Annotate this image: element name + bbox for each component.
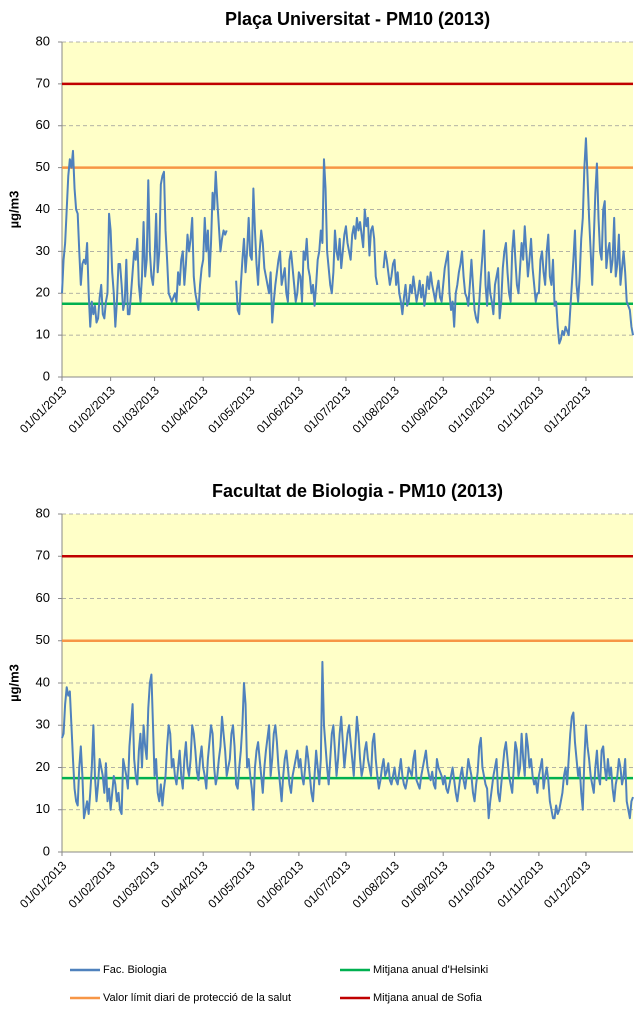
- x-tick-label: 01/12/2013: [541, 858, 594, 911]
- x-tick-label: 01/04/2013: [158, 858, 211, 911]
- y-tick-label: 20: [36, 285, 50, 300]
- y-axis-label: µg/m3: [6, 664, 21, 702]
- y-tick-label: 50: [36, 632, 50, 647]
- x-tick-label: 01/01/2013: [17, 383, 70, 436]
- x-tick-label: 01/01/2013: [17, 858, 70, 911]
- plot-area: [62, 514, 633, 852]
- x-tick-label: 01/11/2013: [495, 858, 547, 910]
- data-line: [61, 660, 634, 820]
- x-tick-label: 01/07/2013: [301, 858, 354, 911]
- y-tick-label: 60: [36, 117, 50, 132]
- y-tick-label: 0: [43, 843, 50, 858]
- y-axis-label: µg/m3: [6, 191, 21, 229]
- x-tick-label: 01/08/2013: [350, 858, 403, 911]
- y-tick-label: 10: [36, 327, 50, 342]
- y-tick-label: 30: [36, 243, 50, 258]
- legend-label: Mitjana anual de Sofia: [373, 992, 483, 1004]
- x-tick-label: 01/05/2013: [205, 858, 258, 911]
- chart-title: Plaça Universitat - PM10 (2013): [225, 9, 490, 29]
- x-tick-label: 01/12/2013: [541, 383, 594, 436]
- plot-area: [62, 42, 633, 377]
- y-tick-label: 30: [36, 717, 50, 732]
- y-tick-label: 0: [43, 368, 50, 383]
- legend-label: Fac. Biologia: [103, 964, 167, 976]
- x-tick-label: 01/09/2013: [398, 383, 451, 436]
- y-tick-label: 80: [36, 505, 50, 520]
- x-tick-label: 01/06/2013: [254, 858, 307, 911]
- x-tick-label: 01/10/2013: [445, 858, 498, 911]
- data-line: [61, 137, 634, 345]
- x-tick-label: 01/09/2013: [398, 858, 451, 911]
- chart-title: Facultat de Biologia - PM10 (2013): [212, 481, 503, 501]
- y-tick-label: 40: [36, 201, 50, 216]
- x-tick-label: 01/08/2013: [350, 383, 403, 436]
- x-tick-label: 01/05/2013: [205, 383, 258, 436]
- y-tick-label: 70: [36, 548, 50, 563]
- y-tick-label: 60: [36, 590, 50, 605]
- x-tick-label: 01/03/2013: [110, 858, 163, 911]
- y-tick-label: 20: [36, 759, 50, 774]
- legend-label: Mitjana anual d'Helsinki: [373, 964, 488, 976]
- x-tick-label: 01/10/2013: [445, 383, 498, 436]
- y-tick-label: 50: [36, 159, 50, 174]
- y-tick-label: 40: [36, 674, 50, 689]
- x-tick-label: 01/04/2013: [158, 383, 211, 436]
- legend-label: Valor límit diari de protecció de la sal…: [103, 992, 291, 1004]
- y-tick-label: 10: [36, 801, 50, 816]
- x-tick-label: 01/07/2013: [301, 383, 354, 436]
- x-tick-label: 01/06/2013: [254, 383, 307, 436]
- x-tick-label: 01/03/2013: [110, 383, 163, 436]
- x-tick-label: 01/11/2013: [495, 383, 547, 435]
- y-tick-label: 80: [36, 33, 50, 48]
- y-tick-label: 70: [36, 75, 50, 90]
